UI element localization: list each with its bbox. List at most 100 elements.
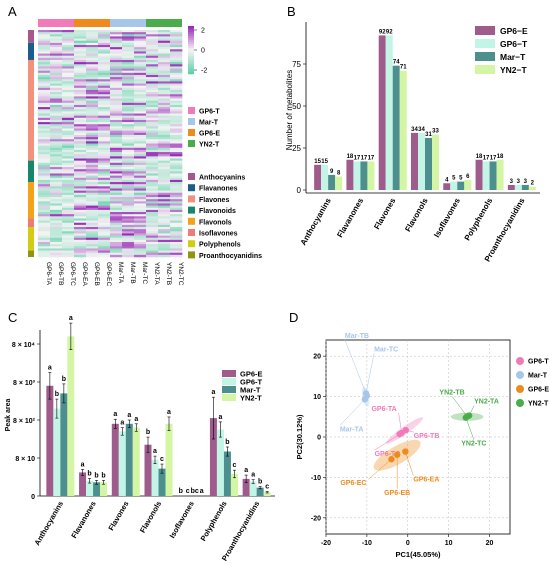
- heatmap-cell: [134, 143, 147, 146]
- heatmap-cell: [110, 175, 123, 179]
- heatmap-cell: [62, 96, 75, 99]
- heatmap-cell: [122, 42, 135, 46]
- heatmap-cell: [38, 239, 51, 243]
- heatmap-cell: [158, 239, 171, 243]
- heatmap-cell: [122, 177, 135, 181]
- heatmap-cell: [146, 59, 159, 63]
- heatmap-cell: [98, 134, 111, 138]
- point-label: GP6-EA: [413, 477, 439, 484]
- heatmap-cell: [134, 30, 147, 33]
- heatmap-cell: [74, 137, 87, 140]
- bar: [158, 468, 166, 496]
- heatmap-cell: [158, 79, 171, 82]
- heatmap-cell: [74, 164, 87, 168]
- group-legend-label: GP6-T: [199, 109, 220, 116]
- heatmap-cell: [98, 156, 111, 159]
- heatmap-cell: [134, 53, 147, 56]
- heatmap-cell: [134, 156, 147, 159]
- heatmap-cell: [158, 149, 171, 153]
- heatmap-cell: [122, 49, 135, 52]
- heatmap-cell: [170, 143, 183, 146]
- heatmap-cell: [122, 207, 135, 211]
- x-tick-label: 20: [486, 540, 494, 547]
- heatmap-cell: [110, 70, 123, 74]
- heatmap-cell: [98, 190, 111, 194]
- legend-swatch: [475, 26, 495, 35]
- heatmap-cell: [74, 89, 87, 93]
- heatmap-cell: [62, 68, 75, 71]
- heatmap-cell: [122, 113, 135, 116]
- heatmap-cell: [86, 222, 99, 226]
- heatmap-cell: [170, 83, 183, 86]
- heatmap-cell: [134, 220, 147, 224]
- heatmap-cell: [146, 32, 159, 35]
- heatmap-cell: [86, 239, 99, 243]
- heatmap-cell: [170, 126, 183, 129]
- heatmap-cell: [122, 248, 135, 251]
- label-leader-line: [344, 339, 368, 396]
- heatmap-cell: [170, 147, 183, 151]
- heatmap-cell: [50, 188, 63, 191]
- heatmap-cell: [158, 145, 171, 149]
- heatmap-cell: [170, 192, 183, 196]
- heatmap-cell: [122, 119, 135, 123]
- heatmap-cell: [38, 57, 51, 61]
- heatmap-cell: [122, 87, 135, 91]
- group-legend-label: Mar-T: [199, 120, 219, 127]
- heatmap-cell: [62, 102, 75, 106]
- heatmap-cell: [170, 222, 183, 226]
- heatmap-cell: [74, 222, 87, 226]
- heatmap-cell: [110, 250, 123, 254]
- heatmap-cell: [170, 145, 183, 149]
- heatmap-cell: [38, 77, 51, 80]
- heatmap-cell: [122, 224, 135, 228]
- heatmap-cell: [158, 222, 171, 226]
- heatmap-cell: [122, 143, 135, 146]
- heatmap-cell: [74, 152, 87, 155]
- heatmap-cell: [86, 139, 99, 142]
- heatmap-cell: [98, 209, 111, 213]
- legend-label: GP6-E: [240, 370, 263, 379]
- heatmap-cell: [62, 107, 75, 110]
- heatmap-cell: [74, 233, 87, 236]
- heatmap-cell: [170, 42, 183, 46]
- heatmap-cell: [170, 218, 183, 221]
- heatmap-cell: [50, 47, 63, 50]
- heatmap-cell: [122, 149, 135, 153]
- label-leader-line: [451, 396, 468, 417]
- heatmap-cell: [146, 102, 159, 106]
- heatmap-cell: [62, 74, 75, 78]
- heatmap-cell: [50, 162, 63, 166]
- heatmap-cell: [62, 66, 75, 69]
- heatmap-cell: [50, 49, 63, 52]
- heatmap-cell: [110, 205, 123, 209]
- heatmap-cell: [62, 233, 75, 236]
- heatmap-cell: [86, 231, 99, 234]
- heatmap-cell: [50, 122, 63, 125]
- heatmap-cell: [134, 233, 147, 236]
- scale-bar-segment: [188, 56, 194, 59]
- heatmap-cell: [134, 192, 147, 196]
- heatmap-cell: [86, 104, 99, 108]
- heatmap-cell: [122, 96, 135, 99]
- heatmap-cell: [110, 227, 123, 230]
- heatmap-cell: [62, 224, 75, 228]
- heatmap-cell: [146, 149, 159, 153]
- heatmap-cell: [110, 248, 123, 251]
- bar: [242, 478, 250, 496]
- heatmap-cell: [86, 145, 99, 149]
- heatmap-cell: [110, 107, 123, 110]
- bar-value-label: 92: [379, 29, 386, 35]
- heatmap-cell: [74, 197, 87, 200]
- heatmap-cell: [110, 130, 123, 134]
- heatmap-cell: [38, 98, 51, 101]
- significance-letter: a: [153, 448, 157, 455]
- heatmap-cell: [50, 107, 63, 110]
- heatmap-cell: [170, 98, 183, 101]
- heatmap-cell: [74, 248, 87, 251]
- heatmap-cell: [38, 137, 51, 140]
- heatmap-cell: [74, 182, 87, 185]
- heatmap-cell: [134, 134, 147, 138]
